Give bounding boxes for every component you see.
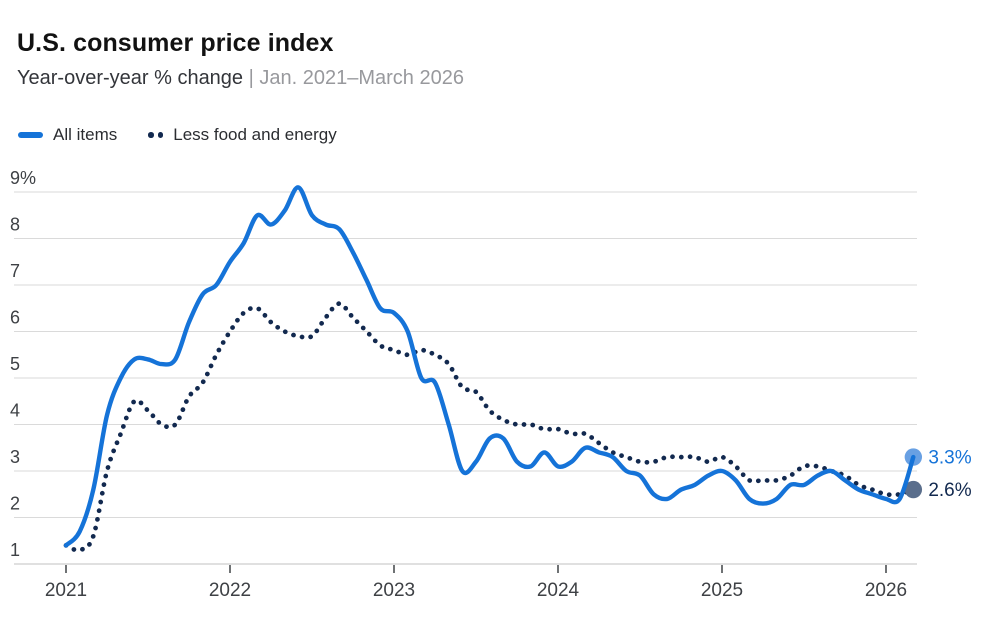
legend-label-all-items: All items bbox=[53, 125, 118, 144]
x-axis-label: 2026 bbox=[865, 580, 907, 601]
core-end-label: 2.6% bbox=[928, 480, 971, 501]
chart-legend: All items Less food and energy bbox=[18, 125, 337, 145]
y-axis-label: 3 bbox=[10, 447, 20, 467]
all-items-line-swatch bbox=[18, 132, 43, 138]
subtitle-date-range: | Jan. 2021–March 2026 bbox=[248, 67, 464, 89]
y-axis-label: 5 bbox=[10, 354, 20, 374]
x-axis-label: 2023 bbox=[373, 580, 415, 601]
subtitle-measure: Year-over-year % change bbox=[17, 67, 244, 89]
legend-item-all-items: All items bbox=[18, 125, 117, 145]
all-items-end-label: 3.3% bbox=[928, 448, 971, 469]
chart-subtitle: Year-over-year % change | Jan. 2021–Marc… bbox=[17, 67, 464, 90]
y-axis-label: 7 bbox=[10, 261, 20, 281]
y-axis-label: 6 bbox=[10, 308, 20, 328]
x-axis-label: 2021 bbox=[45, 580, 87, 601]
chart-title: U.S. consumer price index bbox=[17, 29, 334, 57]
less-food-energy-dots-swatch bbox=[148, 132, 164, 138]
y-axis-label: 9% bbox=[10, 168, 36, 188]
x-axis-label: 2022 bbox=[209, 580, 251, 601]
all-items-line bbox=[63, 185, 916, 548]
y-axis-label: 2 bbox=[10, 494, 20, 514]
y-axis-label: 1 bbox=[10, 540, 20, 560]
legend-label-less-food-energy: Less food and energy bbox=[173, 125, 337, 144]
legend-item-less-food-energy: Less food and energy bbox=[148, 125, 337, 145]
x-axis-label: 2025 bbox=[701, 580, 743, 601]
y-axis-label: 4 bbox=[10, 401, 20, 421]
core-end-marker bbox=[904, 480, 923, 499]
x-axis-label: 2024 bbox=[537, 580, 580, 601]
y-axis-label: 8 bbox=[10, 215, 20, 235]
core-line bbox=[63, 301, 916, 553]
